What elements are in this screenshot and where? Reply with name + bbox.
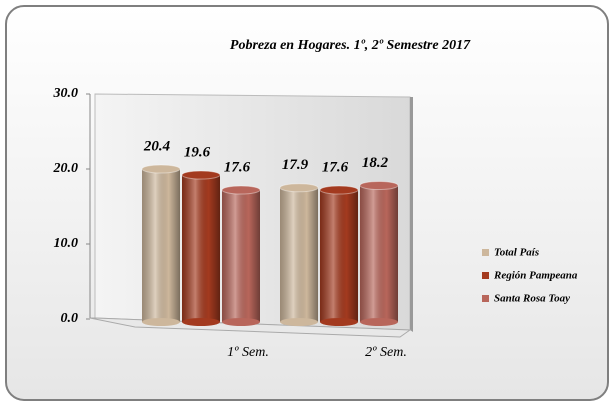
- bar-shade: [360, 185, 398, 322]
- legend-label: Santa Rosa Toay: [494, 293, 570, 305]
- y-tick-label: 10.0: [54, 236, 79, 251]
- chart-title: Pobreza en Hogares. 1º, 2º Semestre 2017: [230, 38, 471, 53]
- bar-cap: [359, 181, 399, 190]
- legend-label: Región Pampeana: [493, 270, 578, 282]
- y-tick-label: 20.0: [53, 161, 79, 176]
- bar-shade: [142, 169, 180, 322]
- data-label: 19.6: [184, 144, 211, 160]
- bar-base: [142, 318, 180, 326]
- bar-cap: [181, 170, 221, 180]
- legend-swatch: [482, 272, 489, 279]
- bar-shade: [182, 175, 220, 322]
- bar-shade: [320, 190, 358, 322]
- data-label: 17.9: [282, 157, 309, 173]
- bar-shade: [280, 187, 318, 322]
- bar-cap: [221, 185, 261, 195]
- legend-swatch: [482, 295, 489, 302]
- wall-side: [410, 97, 413, 332]
- legend-swatch: [482, 249, 489, 256]
- data-label: 20.4: [143, 138, 171, 154]
- bar-cap: [141, 164, 181, 174]
- data-label: 17.6: [224, 159, 251, 175]
- bar-base: [182, 318, 220, 326]
- y-tick-label: 30.0: [53, 86, 79, 101]
- data-label: 18.2: [362, 155, 389, 171]
- bar-cap: [319, 185, 359, 195]
- data-label: 17.6: [322, 159, 349, 175]
- bar-base: [360, 318, 398, 326]
- bar-base: [320, 318, 358, 326]
- bar-base: [222, 318, 260, 326]
- bar-base: [280, 318, 318, 326]
- x-tick-label: 1º Sem.: [227, 345, 269, 360]
- y-tick-label: 0.0: [61, 311, 79, 326]
- bar-cap: [279, 183, 319, 193]
- x-tick-label: 2º Sem.: [365, 345, 407, 360]
- bar-shade: [222, 190, 260, 322]
- legend-label: Total País: [494, 247, 539, 259]
